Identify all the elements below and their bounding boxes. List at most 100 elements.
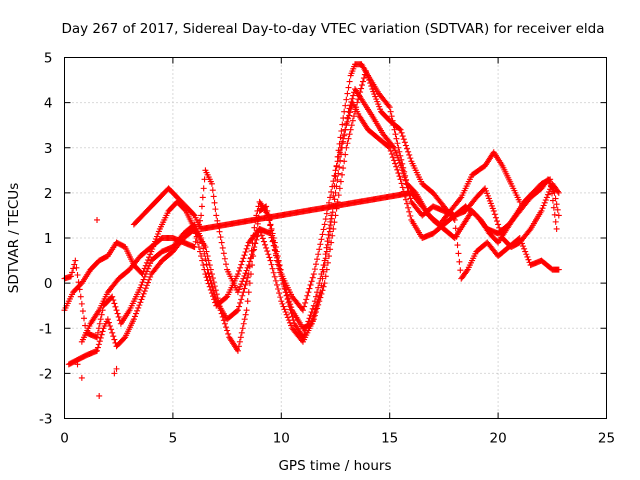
data-point [326, 225, 333, 232]
data-point [321, 280, 328, 287]
data-point [547, 176, 554, 183]
data-point [246, 280, 253, 287]
data-point [345, 84, 352, 91]
data-point [307, 281, 314, 288]
data-point [240, 320, 247, 327]
data-point [367, 80, 374, 87]
data-point [206, 262, 213, 269]
data-point [404, 200, 411, 207]
data-point [518, 240, 525, 247]
data-point [199, 257, 206, 264]
data-point [314, 256, 321, 263]
data-point [204, 253, 211, 260]
data-point [244, 298, 251, 305]
x-tick-label: 0 [60, 431, 69, 447]
data-point [334, 176, 341, 183]
data-point [243, 245, 250, 252]
data-point [399, 184, 406, 191]
data-point [207, 286, 214, 293]
data-point [396, 148, 403, 155]
data-point [329, 183, 336, 190]
data-point [252, 240, 259, 247]
data-point [385, 143, 392, 150]
data-point [404, 145, 411, 152]
data-point [319, 275, 326, 282]
y-tick-label: 5 [44, 51, 53, 67]
data-point [285, 317, 292, 324]
data-point [96, 338, 103, 345]
data-point [407, 155, 414, 162]
data-point [341, 131, 348, 138]
data-point [388, 151, 395, 158]
data-point [277, 267, 284, 274]
data-point [310, 271, 317, 278]
data-point [494, 218, 501, 225]
data-point [327, 194, 334, 201]
data-point [201, 266, 208, 273]
data-point [400, 136, 407, 143]
data-point [200, 185, 207, 192]
data-point [241, 316, 248, 323]
data-point [287, 301, 294, 308]
data-point [237, 283, 244, 290]
data-point [335, 192, 342, 199]
data-point [110, 297, 117, 304]
data-point [401, 139, 408, 146]
data-point [111, 336, 118, 343]
y-tick-label: -1 [39, 321, 52, 337]
data-point [328, 188, 335, 195]
data-point [147, 273, 154, 280]
data-point [350, 92, 357, 99]
data-point [276, 290, 283, 297]
data-point [365, 74, 372, 81]
data-point [251, 244, 258, 251]
data-point [242, 281, 249, 288]
data-point [146, 276, 153, 283]
data-point [393, 135, 400, 142]
data-point [452, 225, 459, 232]
data-point [280, 303, 287, 310]
data-point [328, 239, 335, 246]
data-point [346, 78, 353, 85]
data-point [105, 319, 112, 326]
data-point [553, 225, 560, 232]
data-point [234, 347, 241, 354]
data-point [79, 308, 86, 315]
data-point [456, 258, 463, 265]
data-point [221, 320, 228, 327]
data-point [328, 215, 335, 222]
data-point [133, 310, 140, 317]
data-point [242, 248, 249, 255]
data-point [310, 316, 317, 323]
data-point [238, 296, 245, 303]
data-point [386, 144, 393, 151]
data-point [97, 316, 104, 323]
data-point [322, 273, 329, 280]
data-point [394, 140, 401, 147]
data-point [208, 180, 215, 187]
data-point [217, 307, 224, 314]
data-point [97, 334, 104, 341]
data-point [267, 230, 274, 237]
data-point [197, 248, 203, 255]
data-point [544, 191, 551, 198]
data-point [342, 151, 349, 158]
data-point [550, 204, 557, 211]
data-point [284, 292, 291, 299]
data-point [311, 266, 318, 273]
data-point [262, 204, 269, 211]
data-point [336, 149, 343, 156]
data-point [282, 309, 289, 316]
data-point [299, 307, 306, 314]
data-point [209, 275, 216, 282]
data-point [315, 251, 322, 258]
data-point [219, 313, 226, 320]
data-point [139, 293, 146, 300]
data-point [450, 215, 457, 222]
data-point [335, 170, 342, 177]
data-point [303, 296, 310, 303]
data-point [279, 300, 286, 307]
data-point [203, 274, 210, 281]
data-point [332, 173, 339, 180]
data-point [331, 196, 338, 203]
